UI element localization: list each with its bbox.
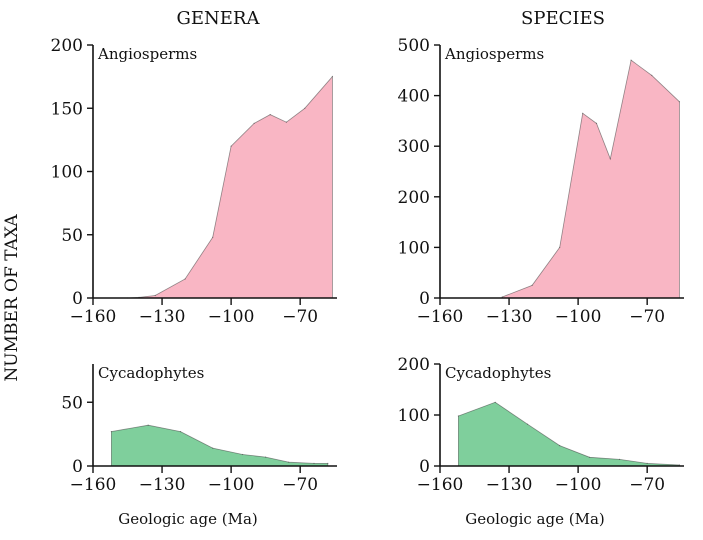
data-point bbox=[313, 462, 315, 464]
panel-species-angiosperms: 0 100 200 300 400 500 −160 −130 −100 −70 Angiosper… bbox=[398, 36, 684, 327]
x-tick-label: −70 bbox=[629, 475, 665, 495]
panel-species-cycadophytes: 0 100 200 −160 −130 −100 −70 Cycadophytes Geolog… bbox=[398, 355, 684, 528]
x-axis-label: Geologic age (Ma) bbox=[465, 510, 604, 528]
area-series bbox=[501, 59, 680, 299]
data-point bbox=[559, 445, 561, 447]
y-tick-label: 50 bbox=[61, 393, 83, 413]
x-tick-label: −70 bbox=[282, 475, 318, 495]
x-tick-label: −130 bbox=[486, 475, 533, 495]
y-tick-label: 500 bbox=[398, 36, 430, 56]
data-point bbox=[230, 145, 232, 147]
data-point bbox=[630, 59, 632, 61]
y-tick-label: 200 bbox=[398, 188, 430, 208]
data-point bbox=[609, 158, 611, 160]
data-point bbox=[331, 76, 333, 78]
x-tick-label: −100 bbox=[555, 475, 602, 495]
x-tick-label: −100 bbox=[208, 475, 255, 495]
data-point bbox=[147, 424, 149, 426]
x-tick-label: −160 bbox=[70, 475, 117, 495]
panel-label: Angiosperms bbox=[444, 45, 544, 63]
x-tick-label: −100 bbox=[208, 307, 255, 327]
x-tick-label: −130 bbox=[486, 307, 533, 327]
data-point bbox=[265, 456, 267, 458]
data-point bbox=[457, 415, 459, 417]
panel-label: Cycadophytes bbox=[98, 364, 204, 382]
data-point bbox=[285, 121, 287, 123]
data-point bbox=[582, 112, 584, 114]
x-tick-label: −70 bbox=[629, 307, 665, 327]
data-point bbox=[559, 246, 561, 248]
y-tick-label: 50 bbox=[61, 226, 83, 246]
data-point bbox=[304, 107, 306, 109]
data-point bbox=[531, 284, 533, 286]
column-title-species: SPECIES bbox=[521, 8, 605, 29]
x-tick-label: −160 bbox=[417, 307, 464, 327]
y-tick-label: 200 bbox=[398, 355, 430, 375]
x-tick-label: −160 bbox=[417, 475, 464, 495]
panel-genera-angiosperms: 0 50 100 150 200 −160 −130 −100 −70 Angiosperms bbox=[51, 36, 337, 327]
y-tick-label: 0 bbox=[419, 457, 430, 477]
data-point bbox=[253, 122, 255, 124]
y-tick-label: 100 bbox=[398, 406, 430, 426]
y-tick-label: 300 bbox=[398, 137, 430, 157]
data-point bbox=[526, 423, 529, 425]
x-axis-label: Geologic age (Ma) bbox=[118, 510, 257, 528]
x-tick-label: −100 bbox=[555, 307, 602, 327]
panel-genera-cycadophytes: 0 50 −160 −130 −100 −70 Cycadophytes Geologic a… bbox=[61, 364, 337, 528]
x-tick-label: −70 bbox=[282, 307, 318, 327]
data-point bbox=[269, 114, 271, 116]
chart-panels: 0 50 100 150 200 −160 −130 −100 −70 Angiosperms 0 1… bbox=[51, 36, 684, 528]
area-series bbox=[127, 75, 333, 299]
data-point bbox=[212, 447, 214, 449]
data-point bbox=[110, 431, 112, 433]
data-point bbox=[327, 462, 329, 464]
data-point bbox=[646, 462, 648, 464]
y-axis-title: NUMBER OF TAXA bbox=[2, 214, 22, 382]
data-point bbox=[678, 101, 681, 103]
y-tick-label: 0 bbox=[72, 457, 83, 477]
y-tick-label: 150 bbox=[51, 99, 83, 119]
data-point bbox=[212, 236, 214, 238]
panel-label: Cycadophytes bbox=[445, 364, 551, 382]
y-tick-label: 100 bbox=[398, 238, 430, 258]
y-tick-label: 400 bbox=[398, 87, 430, 107]
panel-label: Angiosperms bbox=[97, 45, 197, 63]
data-point bbox=[179, 431, 182, 433]
y-tick-label: 0 bbox=[419, 289, 430, 309]
data-point bbox=[154, 294, 156, 297]
data-point bbox=[651, 74, 653, 76]
data-point bbox=[494, 401, 496, 403]
data-point bbox=[288, 461, 290, 463]
data-point bbox=[242, 453, 244, 456]
data-point bbox=[184, 278, 186, 280]
area-series bbox=[457, 401, 680, 467]
area-series bbox=[111, 424, 329, 467]
y-tick-label: 200 bbox=[51, 36, 83, 56]
data-point bbox=[595, 122, 598, 124]
y-tick-label: 100 bbox=[51, 163, 83, 183]
x-tick-label: −160 bbox=[70, 307, 117, 327]
y-tick-label: 0 bbox=[72, 289, 83, 309]
x-tick-label: −130 bbox=[139, 307, 186, 327]
column-title-genera: GENERA bbox=[177, 8, 261, 29]
x-tick-label: −130 bbox=[139, 475, 186, 495]
data-point bbox=[618, 458, 621, 460]
data-point bbox=[589, 456, 591, 458]
